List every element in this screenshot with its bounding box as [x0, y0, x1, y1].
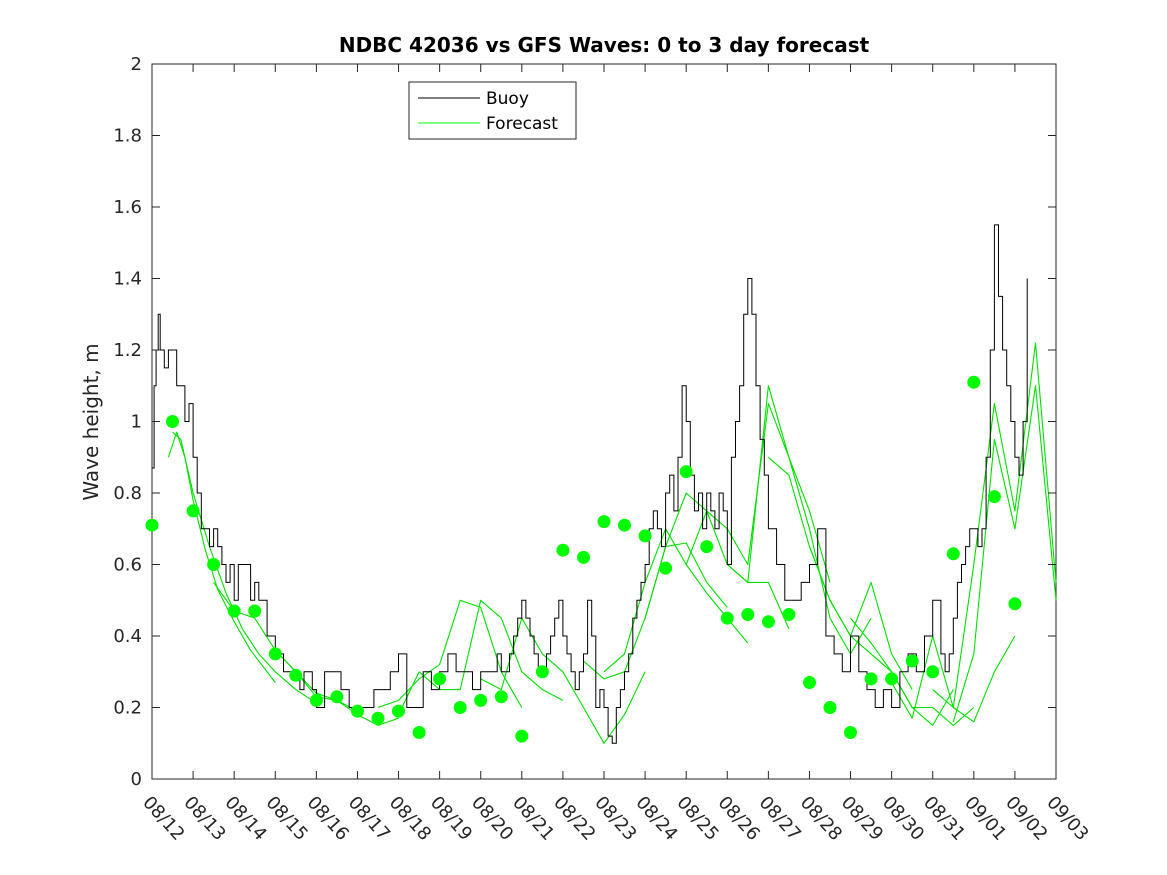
- buoy-line-group: [152, 224, 1028, 744]
- forecast-marker: [823, 701, 837, 714]
- forecast-marker: [494, 690, 508, 704]
- forecast-marker: [741, 608, 755, 621]
- forecast-marker: [885, 672, 899, 686]
- forecast-marker: [597, 515, 611, 529]
- y-axis-title: Wave height, m: [79, 343, 103, 500]
- forecast-line: [398, 599, 564, 715]
- y-tick-label: 0.6: [113, 555, 142, 576]
- forecast-marker: [803, 676, 816, 689]
- forecast-marker: [1008, 597, 1022, 611]
- y-tick-label: 1.8: [113, 126, 142, 147]
- legend-box: [408, 81, 577, 140]
- forecast-line: [644, 492, 790, 630]
- chart-title: NDBC 42036 vs GFS Waves: 0 to 3 day fore…: [339, 33, 870, 57]
- forecast-marker: [207, 558, 221, 571]
- forecast-marker: [351, 704, 364, 718]
- forecast-marker: [638, 529, 652, 543]
- forecast-marker: [761, 615, 775, 629]
- legend: Buoy Forecast: [408, 81, 577, 140]
- forecast-marker: [186, 504, 200, 518]
- forecast-marker: [412, 726, 426, 739]
- forecast-marker: [987, 490, 1001, 504]
- forecast-marker: [556, 543, 570, 557]
- forecast-marker: [864, 672, 878, 686]
- forecast-marker: [268, 647, 282, 661]
- forecast-marker: [659, 561, 673, 575]
- forecast-marker: [145, 518, 159, 532]
- forecast-marker: [330, 690, 344, 704]
- y-tick-label: 0.8: [113, 483, 142, 504]
- forecast-marker: [926, 665, 940, 679]
- forecast-marker: [905, 654, 919, 668]
- forecast-marker: [618, 518, 631, 532]
- y-tick-label: 1.2: [113, 340, 142, 361]
- forecast-marker: [782, 608, 796, 621]
- forecast-marker: [453, 701, 467, 714]
- forecast-marker: [474, 693, 488, 707]
- forecast-line: [377, 599, 523, 709]
- y-tick-label: 0.4: [113, 626, 142, 647]
- y-tick-label: 0: [131, 769, 142, 790]
- forecast-marker: [433, 672, 447, 686]
- forecast-marker: [844, 726, 857, 739]
- forecast-line: [480, 617, 646, 744]
- forecast-line: [808, 546, 954, 726]
- forecast-marker: [309, 693, 323, 707]
- forecast-marker: [248, 604, 262, 618]
- forecast-marker: [946, 547, 960, 561]
- forecast-marker: [166, 415, 179, 428]
- forecast-line: [952, 385, 1057, 722]
- forecast-marker: [535, 665, 549, 679]
- y-tick-label: 2: [131, 54, 142, 75]
- y-tick-label: 1: [131, 412, 142, 433]
- legend-forecast-label: Forecast: [486, 114, 558, 134]
- y-tick-label: 0.2: [113, 698, 142, 719]
- forecast-line: [726, 385, 872, 655]
- forecast-markers: [145, 375, 1022, 743]
- forecast-marker: [371, 711, 385, 725]
- y-tick-label: 1.6: [113, 197, 142, 218]
- forecast-marker: [515, 729, 529, 743]
- forecast-marker: [227, 604, 241, 618]
- y-tick-label: 1.4: [113, 269, 142, 290]
- forecast-marker: [679, 465, 693, 479]
- forecast-marker: [392, 704, 405, 718]
- forecast-marker: [720, 611, 734, 625]
- forecast-marker: [577, 550, 590, 564]
- forecast-marker: [700, 540, 714, 554]
- buoy-line: [152, 224, 1028, 744]
- forecast-line: [850, 617, 975, 726]
- forecast-marker: [289, 668, 303, 682]
- forecast-lines: [167, 342, 1057, 744]
- forecast-line: [932, 342, 1057, 709]
- legend-buoy-label: Buoy: [486, 89, 529, 109]
- forecast-marker: [967, 375, 981, 389]
